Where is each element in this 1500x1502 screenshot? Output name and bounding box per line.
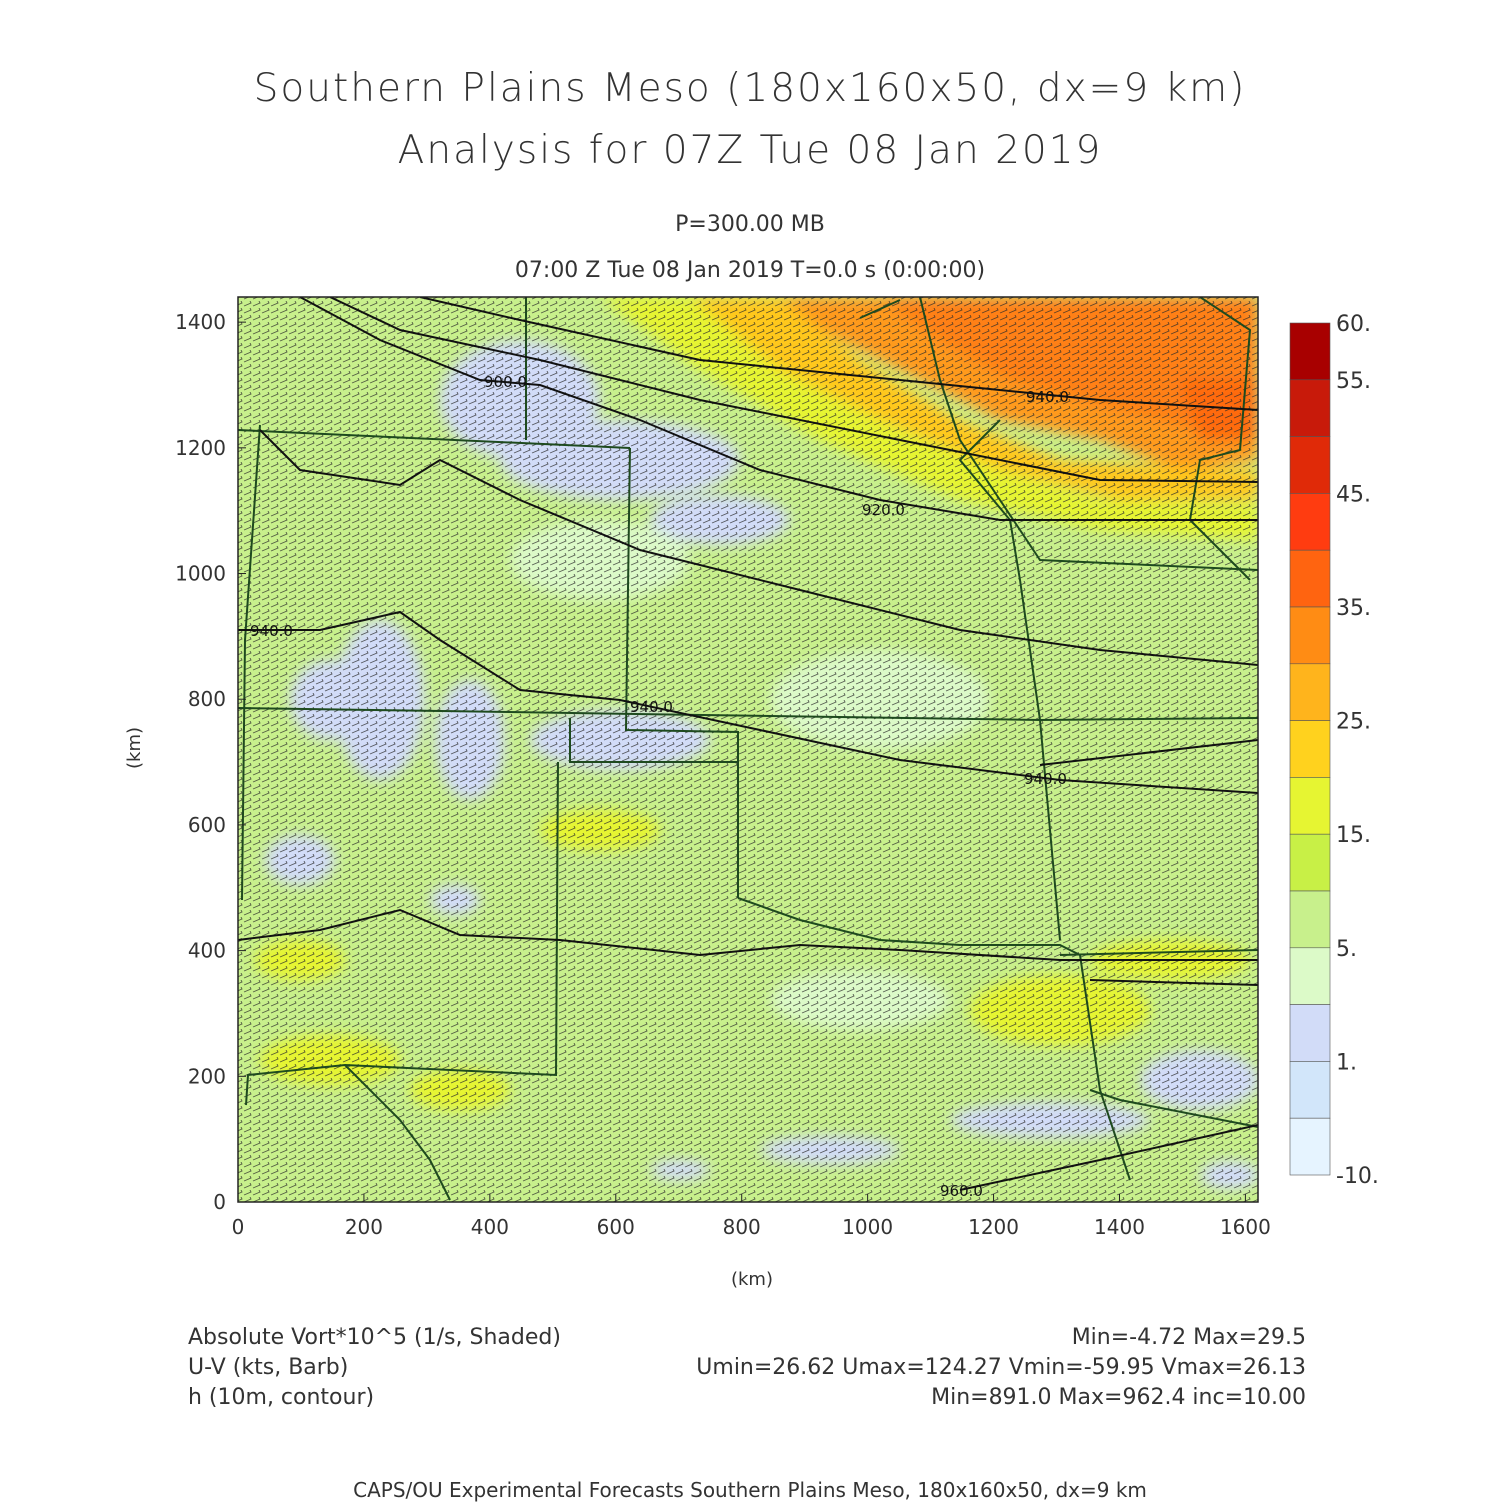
svg-text:940.0: 940.0	[250, 622, 293, 640]
colorbar-swatch	[1289, 890, 1331, 949]
y-axis-label: (km)	[124, 727, 145, 769]
height-field-label: h (10m, contour)	[188, 1385, 375, 1410]
svg-text:900.0: 900.0	[484, 373, 527, 391]
colorbar-label: 60.	[1336, 312, 1371, 337]
y-tick-label: 0	[213, 1190, 226, 1214]
y-tick-label: 200	[188, 1064, 226, 1088]
svg-text:940.0: 940.0	[1024, 770, 1067, 788]
colorbar-label: 5.	[1336, 937, 1357, 962]
colorbar-swatch	[1289, 379, 1331, 437]
x-tick-label: 200	[345, 1215, 383, 1239]
colorbar-swatch	[1289, 1117, 1331, 1176]
svg-text:960.0: 960.0	[940, 1182, 983, 1200]
height-contours	[238, 297, 1258, 1191]
x-tick-label: 1200	[968, 1215, 1019, 1239]
colorbar-label: 55.	[1336, 369, 1371, 394]
x-tick-label: 600	[597, 1215, 635, 1239]
colorbar-swatch	[1289, 777, 1331, 835]
x-tick-label: 400	[471, 1215, 509, 1239]
colorbar-label: 25.	[1336, 710, 1371, 735]
x-tick-label: 1000	[842, 1215, 893, 1239]
y-tick-label: 1000	[175, 562, 226, 586]
colorbar-swatch	[1289, 720, 1331, 778]
svg-text:920.0: 920.0	[862, 501, 905, 519]
plot-frame	[237, 296, 1259, 1203]
state-boundaries	[238, 297, 1258, 1201]
colorbar-swatch	[1289, 947, 1331, 1005]
colorbar-swatch	[1289, 606, 1331, 665]
analysis-time-title: Analysis for 07Z Tue 08 Jan 2019	[397, 128, 1103, 173]
x-tick-label: 0	[232, 1215, 245, 1239]
colorbar-label: 1.	[1336, 1050, 1357, 1075]
colorbar-label: 15.	[1336, 823, 1371, 848]
colorbar: 60. 55. 45. 35. 25. 15. 5. 1. -10.	[1289, 312, 1379, 1189]
valid-time-label: 07:00 Z Tue 08 Jan 2019 T=0.0 s (0:00:00…	[514, 258, 986, 283]
credit-line: CAPS/OU Experimental Forecasts Southern …	[353, 1478, 1147, 1502]
y-axis: 0 200 400 600 800 1000 1200 1400	[175, 310, 246, 1214]
wind-stats: Umin=26.62 Umax=124.27 Vmin=-59.95 Vmax=…	[696, 1355, 1306, 1380]
y-tick-label: 600	[188, 813, 226, 837]
colorbar-swatch	[1289, 322, 1331, 381]
colorbar-swatch	[1289, 1061, 1331, 1119]
colorbar-swatch	[1289, 663, 1331, 721]
wind-field-label: U-V (kts, Barb)	[188, 1355, 349, 1380]
svg-text:940.0: 940.0	[630, 698, 673, 716]
pressure-level-label: P=300.00 MB	[675, 212, 825, 237]
x-tick-label: 1600	[1220, 1215, 1271, 1239]
x-tick-label: 1400	[1094, 1215, 1145, 1239]
y-tick-label: 1400	[175, 310, 226, 334]
vorticity-shading: 900.0 920.0 940.0 940.0 940.0 940.0 960.…	[238, 297, 1258, 1202]
colorbar-swatch	[1289, 833, 1331, 892]
y-tick-label: 1200	[175, 436, 226, 460]
svg-text:940.0: 940.0	[1026, 388, 1069, 406]
colorbar-swatch	[1289, 1004, 1331, 1062]
x-tick-label: 800	[723, 1215, 761, 1239]
colorbar-swatch	[1289, 549, 1331, 608]
colorbar-swatch	[1289, 436, 1331, 494]
vorticity-stats: Min=-4.72 Max=29.5	[1071, 1325, 1306, 1350]
y-tick-label: 800	[188, 687, 226, 711]
colorbar-label: 45.	[1336, 482, 1371, 507]
colorbar-label: -10.	[1336, 1164, 1379, 1189]
x-axis-label: (km)	[731, 1269, 773, 1290]
map-title: Southern Plains Meso (180x160x50, dx=9 k…	[253, 66, 1247, 111]
x-axis: 0 200 400 600 800 1000 1200 1400 1600	[232, 1194, 1271, 1239]
colorbar-swatch	[1289, 493, 1331, 551]
contour-labels: 900.0 920.0 940.0 940.0 940.0 940.0 960.…	[250, 373, 1069, 1200]
colorbar-label: 35.	[1336, 596, 1371, 621]
y-tick-label: 400	[188, 939, 226, 963]
vorticity-field-label: Absolute Vort*10^5 (1/s, Shaded)	[188, 1325, 561, 1350]
height-stats: Min=891.0 Max=962.4 inc=10.00	[931, 1385, 1306, 1410]
